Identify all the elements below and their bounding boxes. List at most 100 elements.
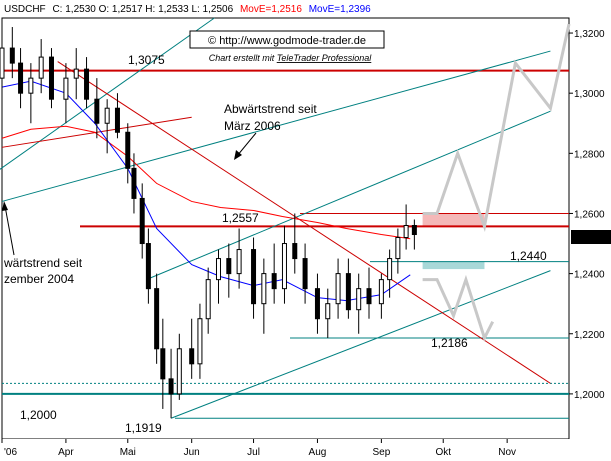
candle-body (9, 47, 15, 64)
level-label-12440: 1,2440 (510, 249, 547, 263)
candle-body (314, 288, 320, 320)
trend-line (1, 50, 551, 202)
y-tick-label: 1,2000 (574, 390, 605, 401)
candle-body (197, 318, 203, 365)
candle-body (104, 107, 110, 124)
trend-line (170, 270, 551, 419)
y-tick-label: 1,2200 (574, 330, 605, 341)
candle-body (154, 288, 160, 350)
candle-body (325, 303, 331, 320)
moving-average-line (1, 80, 411, 302)
candle-body (335, 273, 341, 305)
downtrend-arrow (236, 132, 257, 157)
projection-path (422, 274, 495, 342)
uptrend-label-line2: zember 2004 (4, 272, 74, 286)
trend-line (0, 17, 215, 170)
ticker-ohlc: C: 1,2530 O: 1,2517 H: 1,2533 L: 1,2506 (52, 4, 233, 15)
downtrend-label-line1: Abwärtstrend seit (224, 102, 317, 116)
candle-body (139, 197, 145, 245)
x-tick-label: Okt (435, 447, 451, 458)
level-label-12000: 1,2000 (20, 408, 57, 422)
header-bar (0, 0, 611, 17)
candle-body (18, 62, 24, 94)
candle-body (189, 348, 195, 365)
candle-body (73, 68, 79, 79)
x-tick-label: '06 (4, 447, 17, 458)
candle-body (205, 279, 211, 320)
uptrend-arrowhead (2, 201, 8, 211)
moving-average-line (1, 125, 411, 240)
trend-line (57, 61, 551, 384)
candle-body (403, 224, 409, 239)
level-label-12186: 1,2186 (431, 336, 468, 350)
candle-body (176, 348, 182, 395)
watermark-box (189, 30, 385, 49)
x-tick-label: Aug (309, 447, 327, 458)
projection-zone (422, 261, 485, 270)
time-axis-background (0, 439, 611, 461)
uptrend-label-line1: wärtstrend seit (3, 256, 83, 270)
candle-body (38, 56, 44, 79)
x-tick-label: Jul (247, 447, 260, 458)
candle-body (84, 68, 90, 100)
ticker-info: USDCHF C: 1,2530 O: 1,2517 H: 1,2533 L: … (4, 4, 371, 15)
downtrend-arrowhead (234, 150, 242, 160)
price-badge-text: 1,2530 (575, 233, 606, 244)
candle-body (28, 77, 34, 94)
candle-body (387, 258, 393, 281)
candle-body (411, 224, 417, 236)
candle-body (356, 288, 362, 311)
y-tick-label: 1,2400 (574, 270, 605, 281)
candle-body (378, 279, 384, 305)
candle-body (114, 107, 120, 133)
y-tick-label: 1,3000 (574, 89, 605, 100)
candle-body (63, 77, 69, 100)
candle-body (236, 249, 242, 275)
candle-body (251, 249, 257, 305)
trend-line (146, 110, 551, 281)
x-tick-label: Sep (372, 447, 390, 458)
candle-body (215, 258, 221, 281)
candle-body (345, 273, 351, 311)
x-tick-label: Mai (120, 447, 136, 458)
candle-body (131, 167, 137, 199)
y-tick-label: 1,2800 (574, 149, 605, 160)
candle-body (261, 273, 267, 305)
watermark-credit: Chart erstellt mit TeleTrader Profession… (209, 53, 373, 63)
price-axis-background (570, 18, 611, 439)
x-tick-label: Jun (184, 447, 200, 458)
projection-zone (422, 213, 485, 227)
downtrend-label-line2: März 2006 (224, 119, 281, 133)
projection-path (422, 23, 571, 233)
candle-body (160, 348, 166, 380)
ticker-ma1: MovE=1,2516 (240, 4, 302, 15)
candle-body (302, 258, 308, 290)
candle-body (48, 56, 54, 100)
watermark-credit-link[interactable]: TeleTrader Professional (277, 53, 373, 63)
level-label-13075: 1,3075 (128, 53, 165, 67)
candle-body (226, 258, 232, 275)
candle-body (395, 237, 401, 260)
candle-body (125, 131, 131, 169)
ticker-ma2: MovE=1,2396 (309, 4, 371, 15)
candle-body (145, 243, 151, 290)
candle-body (94, 98, 100, 124)
candle-body (168, 378, 174, 395)
candle-body (0, 47, 5, 79)
watermark-copyright: © http://www.godmode-trader.de (208, 35, 366, 47)
y-tick-label: 1,2600 (574, 209, 605, 220)
candle-body (292, 243, 298, 260)
y-tick-label: 1,3200 (574, 29, 605, 40)
uptrend-arrow (4, 205, 15, 256)
x-tick-label: Nov (498, 447, 516, 458)
watermark-credit-prefix: Chart erstellt mit (209, 53, 277, 63)
candle-body (366, 288, 372, 305)
candle-body (281, 243, 287, 290)
candle-body (271, 273, 277, 290)
level-label-11919: 1,1919 (125, 421, 162, 435)
x-tick-label: Apr (58, 447, 74, 458)
price-badge (571, 230, 611, 244)
ticker-symbol: USDCHF (4, 4, 46, 15)
